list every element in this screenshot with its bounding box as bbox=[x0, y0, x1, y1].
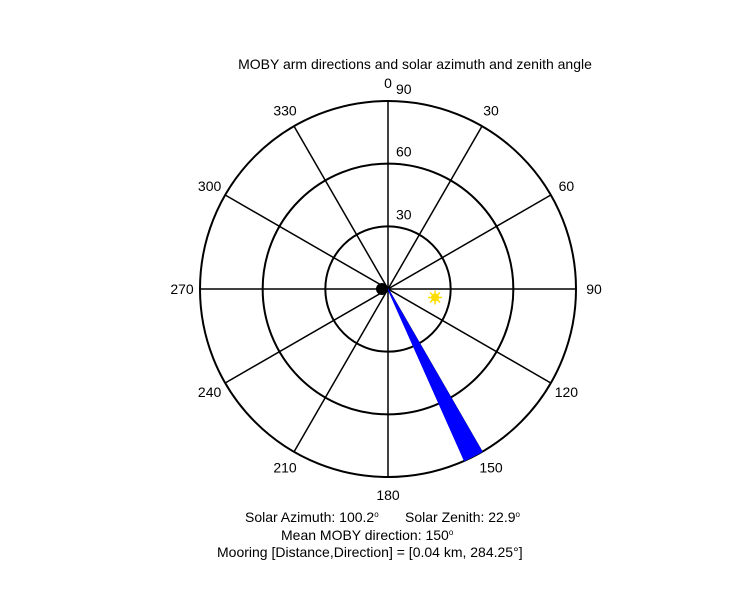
radial-tick-label-30: 30 bbox=[396, 206, 412, 222]
moby-arm-line bbox=[387, 288, 474, 457]
tick-labels: 0 30 60 90 120 150 180 210 240 270 300 330 30 60 90 bbox=[170, 75, 602, 503]
radial-tick-label-60: 60 bbox=[396, 144, 412, 160]
angle-tick-label-30: 30 bbox=[483, 103, 499, 119]
angle-tick-label-120: 120 bbox=[555, 384, 579, 400]
angle-tick-label-210: 210 bbox=[273, 459, 297, 475]
moby-arm-line bbox=[387, 288, 470, 459]
moby-arm-line bbox=[387, 288, 479, 455]
angle-tick-label-300: 300 bbox=[198, 178, 222, 194]
angle-tick-label-270: 270 bbox=[170, 281, 194, 297]
chart-marks bbox=[376, 283, 483, 462]
angle-tick-label-150: 150 bbox=[479, 459, 503, 475]
sun-ray bbox=[429, 299, 434, 303]
mooring-annotation: Mooring [Distance,Direction] = [0.04 km,… bbox=[217, 544, 523, 560]
annotation-block: Solar Azimuth: 100.2o Solar Zenith: 22.9… bbox=[217, 509, 523, 560]
angle-tick-label-0: 0 bbox=[384, 75, 392, 91]
angle-tick-label-180: 180 bbox=[376, 487, 400, 503]
sun-core bbox=[431, 293, 440, 302]
chart-title: MOBY arm directions and solar azimuth an… bbox=[238, 56, 592, 72]
moby-arm-line bbox=[387, 288, 483, 453]
radial-tick-label-90: 90 bbox=[396, 81, 412, 97]
angle-tick-label-330: 330 bbox=[273, 103, 297, 119]
solar-azimuth-annotation: Solar Azimuth: 100.2o bbox=[245, 509, 379, 525]
moby-arm-line bbox=[387, 288, 465, 461]
sun-ray bbox=[429, 291, 434, 296]
angle-tick-label-60: 60 bbox=[559, 178, 575, 194]
sun-marker bbox=[428, 290, 443, 305]
angle-tick-label-90: 90 bbox=[586, 281, 602, 297]
sun-ray bbox=[436, 299, 441, 303]
angle-tick-label-240: 240 bbox=[198, 384, 222, 400]
origin-marker bbox=[376, 283, 388, 295]
solar-zenith-annotation: Solar Zenith: 22.9o bbox=[405, 509, 521, 525]
mean-moby-direction-annotation: Mean MOBY direction: 150o bbox=[281, 527, 454, 543]
sun-ray bbox=[436, 291, 441, 296]
